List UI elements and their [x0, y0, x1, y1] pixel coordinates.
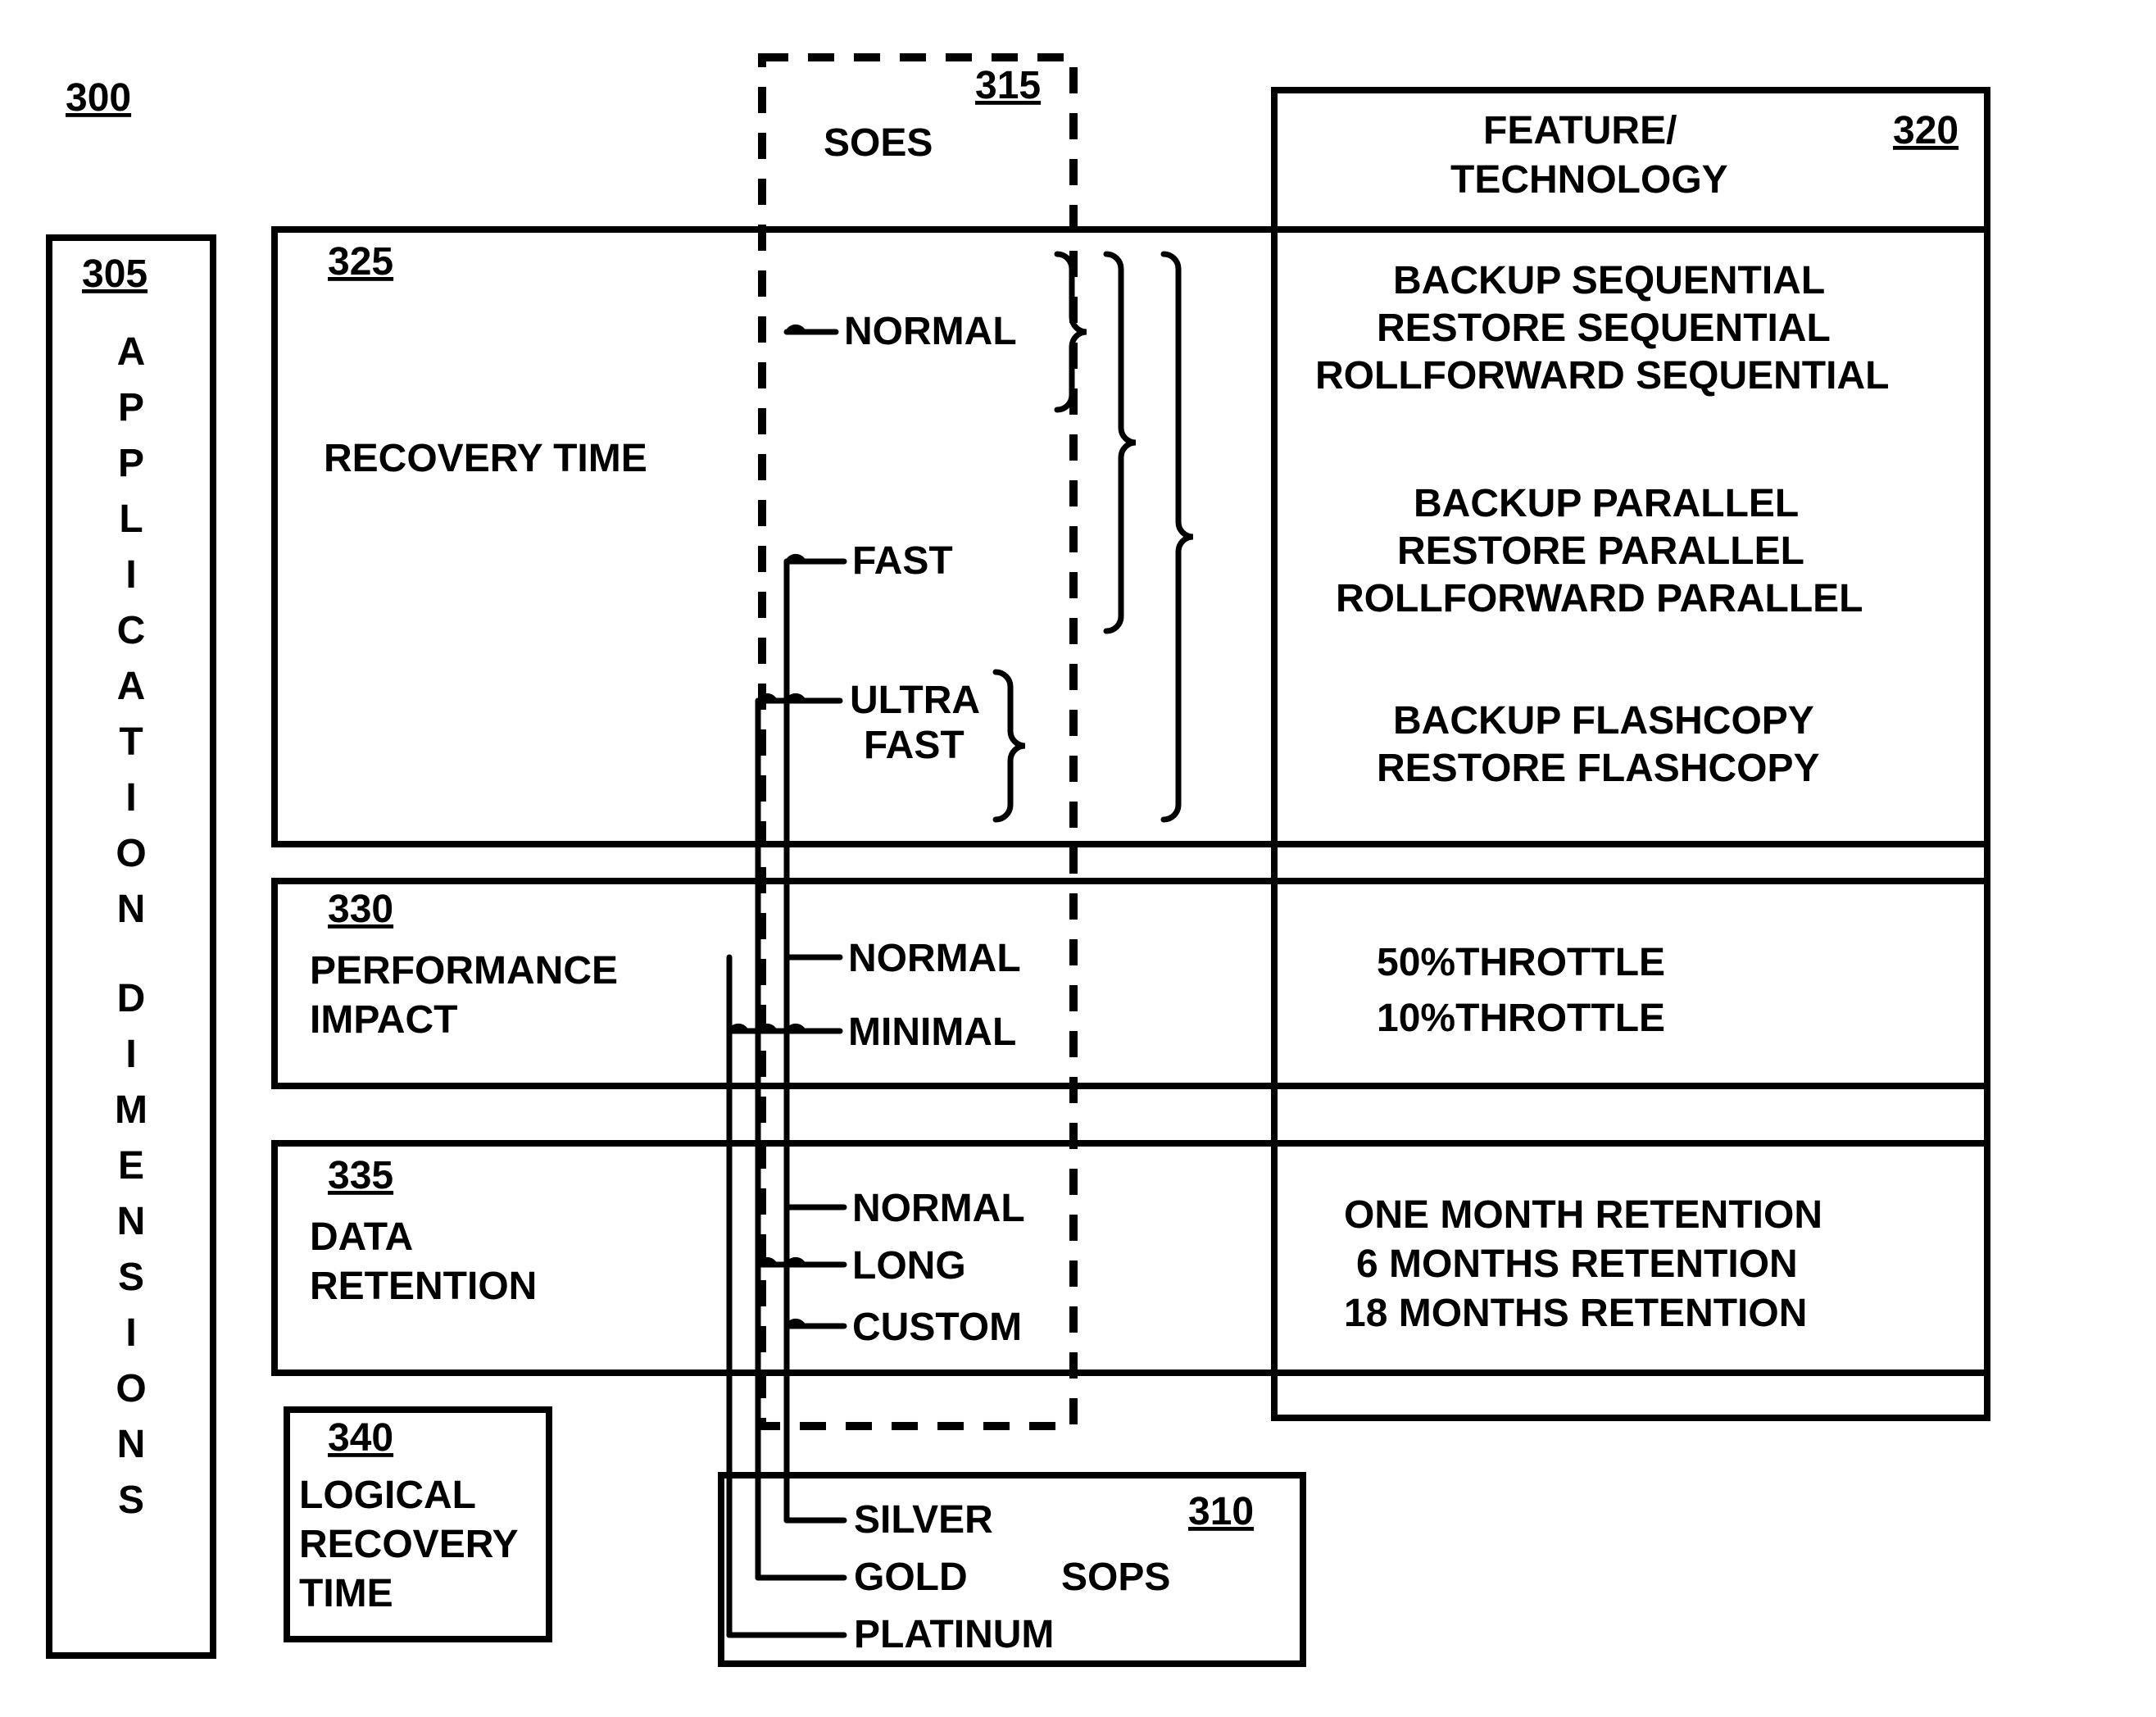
label-perf_title_1: PERFORMANCE: [310, 949, 618, 992]
label-perf_title_2: IMPACT: [310, 998, 457, 1042]
ref-feat: 320: [1893, 109, 1959, 152]
label-feat_rf: RESTORE FLASHCOPY: [1377, 747, 1820, 790]
ref-log: 340: [328, 1416, 393, 1460]
connector-b_ultra: [758, 696, 840, 701]
brace-0: [1057, 254, 1087, 410]
label-feat_10: 10%THROTTLE: [1377, 997, 1665, 1040]
label-dims_title: APPLICATIONDIMENSIONS: [115, 330, 148, 1522]
label-sop_plat: PLATINUM: [854, 1613, 1054, 1656]
label-log_title_3: TIME: [299, 1572, 393, 1615]
label-soe_dr_long: LONG: [852, 1244, 966, 1288]
label-soe_dr_norm: NORMAL: [852, 1187, 1025, 1230]
label-feat_rp: RESTORE PARALLEL: [1397, 529, 1804, 573]
label-soe_ultra_1: ULTRA: [850, 679, 980, 722]
connector-b_normal: [787, 327, 836, 332]
ref-soes: 315: [975, 64, 1041, 107]
ref-data: 335: [328, 1154, 393, 1197]
label-soe_fast: FAST: [852, 539, 953, 583]
label-feat_6m: 6 MONTHS RETENTION: [1356, 1242, 1798, 1286]
label-feat_bp: BACKUP PARALLEL: [1414, 482, 1799, 525]
ref-main: 300: [66, 76, 131, 120]
connector-b_fast: [787, 556, 844, 561]
ref-rec: 325: [328, 240, 393, 284]
label-feat_bs: BACKUP SEQUENTIAL: [1393, 259, 1825, 302]
brace-1: [1106, 254, 1136, 631]
brace-2: [1164, 254, 1193, 820]
label-soe_perf_min: MINIMAL: [848, 1011, 1016, 1054]
label-feat_rs: RESTORE SEQUENTIAL: [1377, 307, 1831, 350]
ref-dims: 305: [82, 252, 148, 296]
ref-perf: 330: [328, 888, 393, 931]
label-soes_title: SOES: [824, 121, 933, 165]
brace-3: [996, 672, 1025, 820]
label-feat_18m: 18 MONTHS RETENTION: [1344, 1292, 1807, 1335]
label-feat_title_2: TECHNOLOGY: [1450, 158, 1728, 202]
label-rec_title: RECOVERY TIME: [324, 437, 647, 480]
label-sop_silver: SILVER: [854, 1498, 993, 1542]
label-feat_fs: ROLLFORWARD SEQUENTIAL: [1315, 354, 1889, 397]
connector-b_dr_c: [787, 1321, 844, 1326]
label-log_title_1: LOGICAL: [299, 1474, 476, 1517]
ref-sops: 310: [1188, 1490, 1254, 1533]
label-log_title_2: RECOVERY: [299, 1523, 519, 1566]
label-feat_fp: ROLLFORWARD PARALLEL: [1336, 577, 1863, 620]
connector-b_dr_l: [758, 1260, 844, 1265]
label-feat_50: 50%THROTTLE: [1377, 941, 1665, 984]
label-soe_dr_cust: CUSTOM: [852, 1306, 1022, 1349]
label-data_title_1: DATA: [310, 1215, 413, 1259]
label-sop_gold: GOLD: [854, 1556, 968, 1599]
label-soe_normal: NORMAL: [844, 310, 1017, 353]
label-feat_1m: ONE MONTH RETENTION: [1344, 1193, 1822, 1237]
label-feat_title_1: FEATURE/: [1483, 109, 1677, 152]
label-sop_title: SOPS: [1061, 1556, 1170, 1599]
label-soe_perf_norm: NORMAL: [848, 937, 1021, 980]
label-soe_ultra_2: FAST: [864, 724, 965, 767]
label-data_title_2: RETENTION: [310, 1265, 537, 1308]
label-feat_bf: BACKUP FLASHCOPY: [1393, 699, 1814, 743]
